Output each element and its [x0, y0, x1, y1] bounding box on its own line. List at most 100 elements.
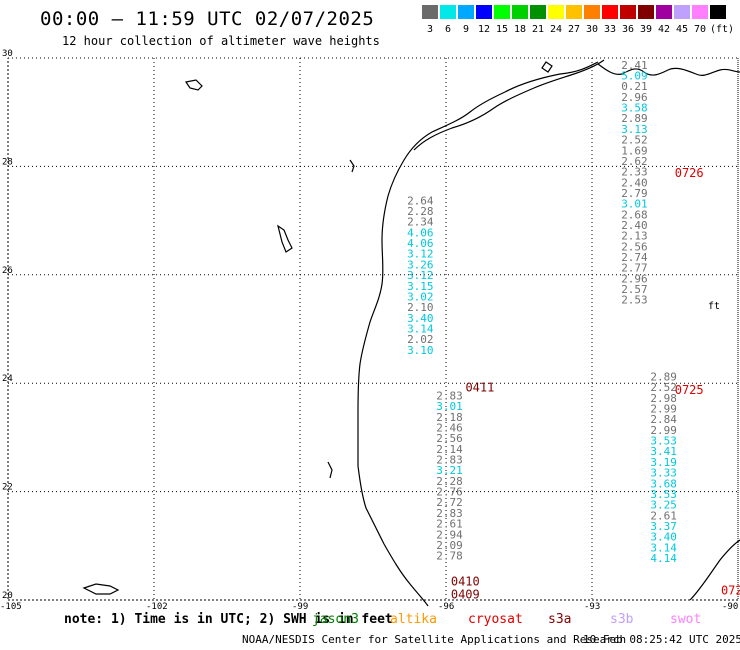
wave-height-value: 2.99	[650, 403, 677, 416]
wave-height-value: 2.40	[621, 219, 648, 232]
wave-height-value: 3.01	[621, 198, 648, 211]
wave-height-value: 3.26	[407, 258, 434, 271]
legend-label: 15	[495, 24, 509, 35]
wave-height-value: 2.72	[436, 496, 463, 509]
legend-label: 21	[531, 24, 545, 35]
legend-swatch	[530, 5, 546, 19]
legend-label: 12	[477, 24, 491, 35]
wave-height-value: 0.21	[621, 80, 648, 93]
wave-height-value: 2.77	[621, 262, 648, 275]
legend-swatch	[638, 5, 654, 19]
wave-height-value: 2.41	[621, 59, 648, 72]
footnote: note: 1) Time is in UTC; 2) SWH is in fe…	[64, 612, 393, 627]
inland-mark	[327, 461, 333, 479]
coastline	[82, 59, 740, 607]
legend-label: 24	[549, 24, 563, 35]
wave-height-value: 2.52	[650, 381, 677, 394]
legend-label: 3	[426, 24, 434, 35]
wave-height-value: 3.68	[650, 477, 677, 490]
wave-height-value: 3.02	[407, 290, 434, 303]
wave-height-value: 2.34	[407, 216, 434, 229]
wave-height-value: 3.53	[650, 435, 677, 448]
wave-height-value: 2.89	[621, 112, 648, 125]
wave-height-value: 1.69	[621, 144, 648, 157]
legend-swatch	[602, 5, 618, 19]
legend-label: 9	[462, 24, 470, 35]
lake-mark-2	[277, 224, 293, 253]
legend-label: 18	[513, 24, 527, 35]
wave-height-value: 3.13	[621, 123, 648, 136]
wave-height-value: 2.79	[621, 187, 648, 200]
lake-mark-3	[82, 583, 120, 595]
barrier-island	[413, 59, 605, 151]
wave-height-value: 2.74	[621, 251, 648, 264]
wave-height-value: 3.14	[407, 322, 434, 335]
credit-line: NOAA/NESDIS Center for Satellite Applica…	[242, 633, 627, 646]
lake-mark-1	[185, 79, 203, 91]
wave-height-value: 2.83	[436, 454, 463, 467]
wave-height-value: 2.99	[650, 424, 677, 437]
legend-swatch	[548, 5, 564, 19]
legend-label: 39	[639, 24, 653, 35]
legend-swatch	[674, 5, 690, 19]
legend-swatch	[494, 5, 510, 19]
pass-time-label: 0724	[721, 584, 740, 598]
wave-height-value: 2.64	[407, 194, 434, 207]
legend-swatch	[710, 5, 726, 19]
ft-mark: ft	[708, 301, 720, 312]
legend-label: (ft)	[710, 24, 735, 35]
wave-height-value: 2.13	[621, 230, 648, 243]
wave-height-value: 3.01	[436, 400, 463, 413]
wave-height-value: 3.21	[436, 464, 463, 477]
latitude-label: 24	[2, 374, 13, 384]
wave-height-value: 3.10	[407, 344, 434, 357]
legend-swatch	[440, 5, 456, 19]
latitude-label: 28	[2, 157, 13, 167]
wave-height-value: 3.40	[650, 531, 677, 544]
wave-height-value: 2.46	[436, 421, 463, 434]
wave-height-value: 3.12	[407, 269, 434, 282]
wave-height-value: 3.40	[407, 312, 434, 325]
satellite-altika: altika	[390, 612, 437, 627]
legend-label: 30	[585, 24, 599, 35]
wave-height-value: 2.83	[436, 507, 463, 520]
pass-time-label: 0725	[675, 383, 704, 397]
wave-height-value: 2.62	[621, 155, 648, 168]
pass-time-label: 0411	[465, 380, 494, 394]
wave-height-value: 2.89	[650, 370, 677, 383]
legend-label: 45	[675, 24, 689, 35]
longitude-label: -105	[0, 602, 22, 612]
wave-height-value: 3.33	[650, 467, 677, 480]
legend-swatch	[458, 5, 474, 19]
wave-height-value: 2.09	[436, 539, 463, 552]
lat-lon-grid: 30 28 26 24 22 20-105 -102 -99 -96 -93 -90	[0, 49, 739, 612]
wave-height-value: 2.02	[407, 333, 434, 346]
latitude-label: 30	[2, 49, 13, 59]
legend-label: 36	[621, 24, 635, 35]
wave-height-value: 5.09	[621, 70, 648, 83]
wave-height-value: 2.61	[650, 509, 677, 522]
wave-height-value: 3.41	[650, 445, 677, 458]
wave-height-value: 2.33	[621, 166, 648, 179]
legend-swatch	[584, 5, 600, 19]
wave-height-value: 2.98	[650, 392, 677, 405]
legend-swatch	[656, 5, 672, 19]
legend-swatch	[692, 5, 708, 19]
wave-height-value: 4.06	[407, 226, 434, 239]
legend-label: 27	[567, 24, 581, 35]
pass-time-label: 0726	[675, 166, 704, 180]
wave-height-value: 2.10	[407, 301, 434, 314]
wave-height-value: 2.56	[436, 432, 463, 445]
legend-label: 6	[444, 24, 452, 35]
wave-height-value: 4.14	[650, 552, 677, 565]
satellite-jason3: jason3	[312, 612, 359, 627]
legend-label: 33	[603, 24, 617, 35]
altimeter-tracks: 2.642.282.344.064.063.123.263.123.153.02…	[407, 59, 677, 565]
longitude-label: -93	[584, 602, 600, 612]
satellite-s3a: s3a	[548, 612, 572, 627]
wave-height-value: 2.94	[436, 528, 463, 541]
generation-timestamp: 10 Feb 08:25:42 UTC 2025	[583, 633, 740, 646]
legend-label: 42	[657, 24, 671, 35]
satellite-swot: swot	[670, 612, 702, 627]
